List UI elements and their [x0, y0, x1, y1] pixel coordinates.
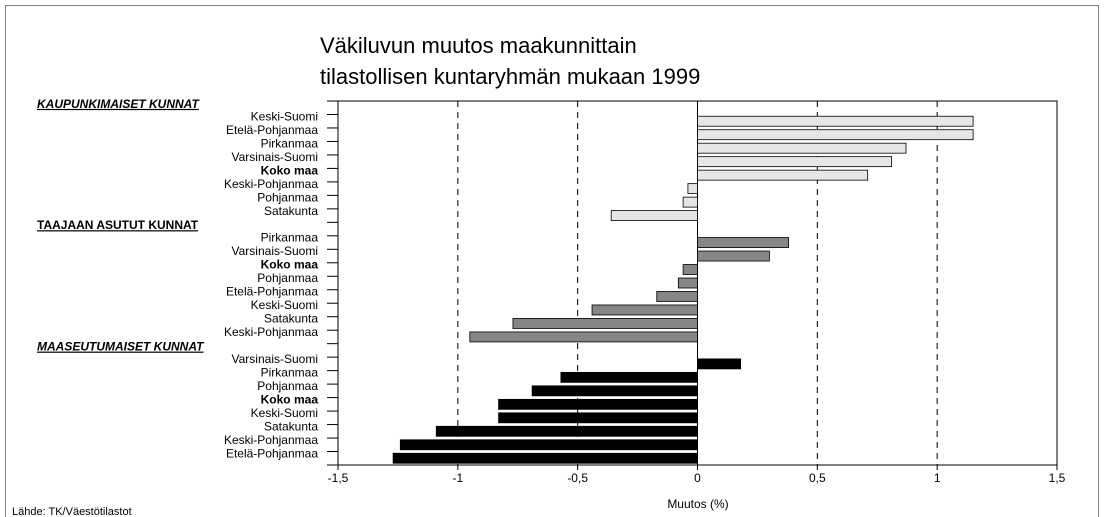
y-tick-label: Keski-Pohjanmaa [224, 433, 318, 447]
bar [682, 264, 698, 275]
bar [435, 425, 698, 437]
bar [498, 412, 698, 424]
bar [591, 304, 698, 316]
y-tick-label: Etelä-Pohjanmaa [226, 446, 318, 460]
y-tick-label: Satakunta [264, 204, 318, 218]
y-tick-label: Keski-Pohjanmaa [224, 177, 318, 191]
y-tick-label: Varsinais-Suomi [232, 150, 318, 164]
bar [687, 183, 698, 195]
x-axis-label: Muutos (%) [667, 497, 728, 511]
y-tick-label: Varsinais-Suomi [232, 352, 318, 366]
y-tick-label: Keski-Suomi [251, 298, 318, 312]
y-tick-label: Keski-Suomi [251, 109, 318, 123]
x-tick-label: 0 [694, 471, 701, 485]
bar [469, 331, 698, 343]
x-tick-label: -1,5 [328, 471, 349, 485]
bar [697, 237, 789, 248]
y-tick-label: Koko maa [261, 258, 319, 272]
group-header: TAAJAAN ASUTUT KUNNAT [37, 218, 199, 232]
source: Lähde: TK/Väestötilastot [12, 506, 132, 517]
chart-title: tilastollisen kuntaryhmän mukaan 1999 [320, 64, 700, 89]
chart-title: Väkiluvun muutos maakunnittain [320, 33, 637, 58]
bar [531, 385, 698, 397]
y-tick-label: Etelä-Pohjanmaa [226, 285, 318, 299]
y-tick-label: Pirkanmaa [261, 136, 319, 150]
y-tick-label: Pirkanmaa [261, 231, 319, 245]
bar [677, 277, 698, 289]
bar [656, 291, 698, 302]
y-tick-label: Koko maa [261, 163, 319, 177]
y-tick-label: Etelä-Pohjanmaa [226, 123, 318, 137]
bar [697, 115, 974, 127]
bar [610, 210, 698, 221]
bar [697, 358, 742, 370]
y-tick-label: Satakunta [264, 419, 318, 433]
bar [697, 250, 770, 262]
y-tick-label: Varsinais-Suomi [232, 244, 318, 258]
x-tick-label: 1 [934, 471, 941, 485]
bar [697, 142, 907, 154]
bar [697, 156, 893, 168]
bar [512, 318, 698, 329]
y-tick-label: Satakunta [264, 312, 318, 326]
bar [392, 452, 698, 464]
y-tick-label: Pohjanmaa [257, 271, 318, 285]
bar [697, 169, 869, 181]
bar [399, 439, 698, 451]
bar [560, 371, 698, 383]
y-tick-label: Koko maa [261, 393, 319, 407]
x-tick-label: -0,5 [567, 471, 588, 485]
group-header: MAASEUTUMAISET KUNNAT [37, 340, 205, 354]
bar [697, 129, 974, 141]
y-tick-label: Pohjanmaa [257, 379, 318, 393]
x-tick-label: 1,5 [1049, 471, 1066, 485]
x-tick-label: 0,5 [809, 471, 826, 485]
bar [498, 398, 698, 410]
bar [682, 196, 698, 208]
y-tick-label: Keski-Suomi [251, 406, 318, 420]
group-header: KAUPUNKIMAISET KUNNAT [37, 97, 200, 111]
y-tick-label: Pohjanmaa [257, 190, 318, 204]
y-tick-label: Pirkanmaa [261, 366, 319, 380]
x-tick-label: -1 [452, 471, 463, 485]
frame [5, 5, 1099, 517]
y-tick-label: Keski-Pohjanmaa [224, 325, 318, 339]
